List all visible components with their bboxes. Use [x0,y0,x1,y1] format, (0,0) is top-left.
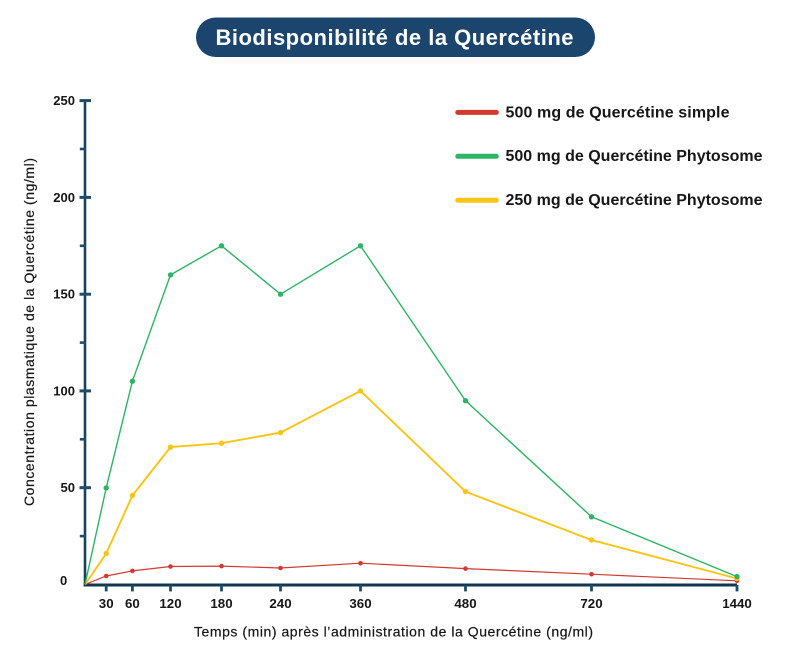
svg-text:180: 180 [210,596,232,611]
svg-text:480: 480 [454,596,476,611]
svg-text:150: 150 [53,287,75,302]
svg-text:1440: 1440 [722,596,752,611]
svg-text:200: 200 [53,190,75,205]
svg-text:120: 120 [159,596,181,611]
svg-text:250 mg de Quercétine Phytosome: 250 mg de Quercétine Phytosome [506,192,763,209]
svg-text:500 mg de Quercétine Phytosome: 500 mg de Quercétine Phytosome [506,148,763,165]
svg-text:Biodisponibilité de la Quercét: Biodisponibilité de la Quercétine [216,25,574,50]
svg-text:360: 360 [349,596,371,611]
svg-text:Temps (min) après l’administra: Temps (min) après l’administration de la… [194,624,593,640]
svg-text:100: 100 [53,383,75,398]
svg-text:50: 50 [61,480,75,495]
svg-text:500 mg de Quercétine simple: 500 mg de Quercétine simple [506,105,730,122]
svg-text:Concentration plasmatique de l: Concentration plasmatique de la Quercéti… [21,158,37,506]
svg-text:30: 30 [99,596,114,611]
svg-text:720: 720 [580,596,602,611]
svg-text:250: 250 [53,93,75,108]
svg-text:240: 240 [269,596,291,611]
svg-text:60: 60 [125,596,140,611]
svg-text:0: 0 [60,573,67,588]
